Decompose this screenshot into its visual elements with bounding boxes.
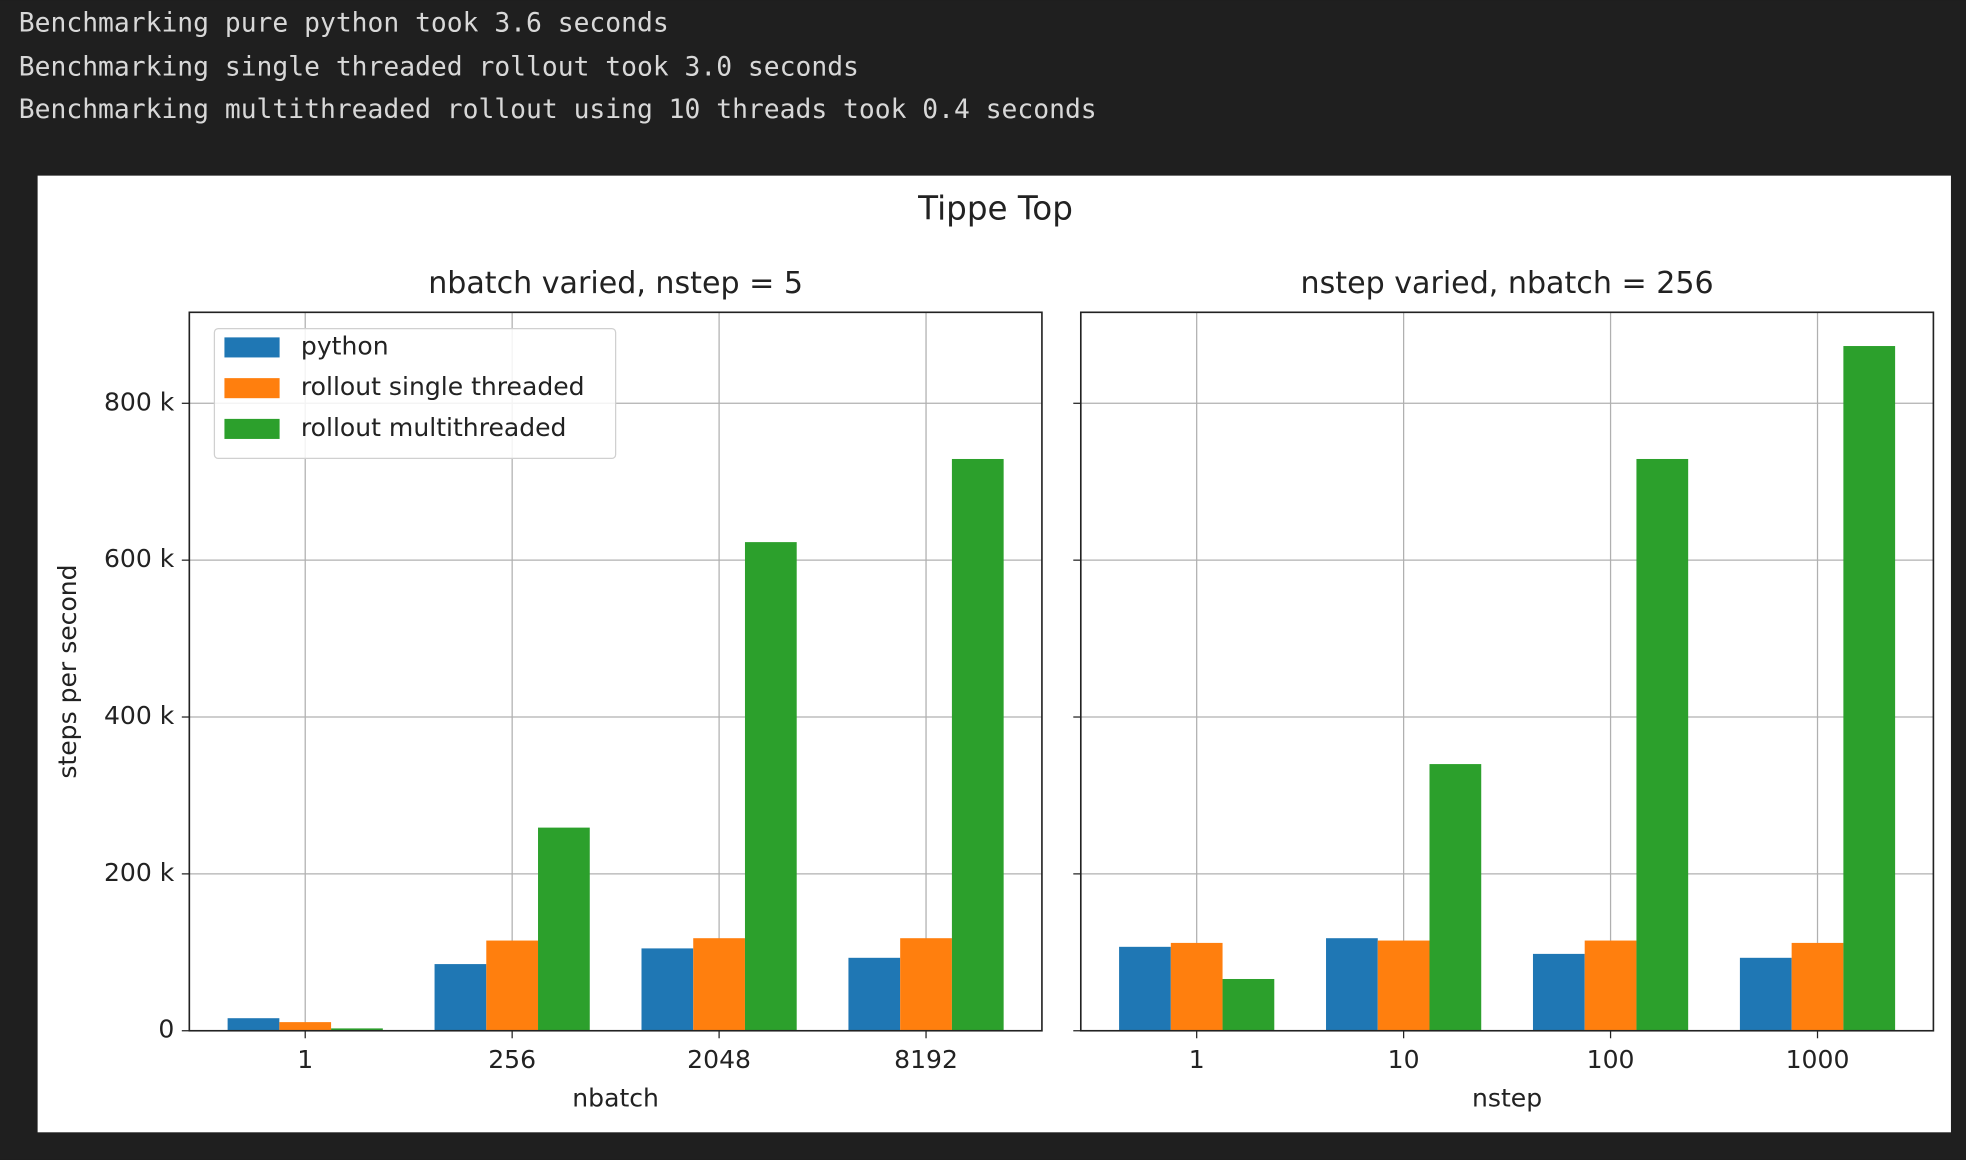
y-tick-label: 400 k bbox=[104, 701, 175, 730]
subplot-title: nstep varied, nbatch = 256 bbox=[1301, 266, 1714, 301]
legend-swatch bbox=[224, 337, 280, 358]
bar bbox=[744, 542, 797, 1031]
x-axis-label: nbatch bbox=[572, 1084, 659, 1113]
axes-frame bbox=[1079, 311, 1935, 1032]
legend-label: rollout multithreaded bbox=[301, 413, 567, 442]
legend-swatch bbox=[224, 418, 280, 439]
x-tick-label: 100 bbox=[1587, 1045, 1635, 1074]
bar bbox=[1584, 940, 1637, 1031]
bar bbox=[1170, 942, 1223, 1031]
bar bbox=[331, 1028, 383, 1031]
bar bbox=[641, 948, 694, 1031]
bar bbox=[951, 458, 1004, 1031]
bar bbox=[1532, 953, 1585, 1031]
bar bbox=[1222, 978, 1275, 1031]
x-tick-label: 256 bbox=[488, 1045, 536, 1074]
legend-box bbox=[213, 327, 617, 460]
bar bbox=[1739, 957, 1792, 1031]
axes-frame bbox=[188, 311, 1043, 1032]
x-axis-label: nstep bbox=[1472, 1084, 1542, 1113]
bar bbox=[486, 940, 539, 1031]
y-tick-label: 800 k bbox=[104, 387, 175, 416]
bar bbox=[693, 938, 745, 1031]
bar bbox=[434, 964, 487, 1031]
y-axis-label: steps per second bbox=[53, 564, 82, 778]
bar bbox=[1843, 346, 1896, 1031]
console-line: Benchmarking single threaded rollout too… bbox=[19, 52, 859, 82]
x-tick-label: 1 bbox=[297, 1045, 313, 1074]
x-tick-label: 10 bbox=[1388, 1045, 1420, 1074]
figure-title: Tippe Top bbox=[917, 190, 1073, 228]
bar bbox=[1326, 938, 1378, 1031]
legend-swatch bbox=[224, 378, 280, 399]
bar bbox=[1429, 764, 1482, 1031]
y-tick-label: 0 bbox=[158, 1015, 174, 1044]
x-tick-label: 2048 bbox=[687, 1045, 751, 1074]
console-line: Benchmarking pure python took 3.6 second… bbox=[19, 8, 669, 38]
x-tick-label: 1 bbox=[1189, 1045, 1205, 1074]
bar bbox=[1377, 940, 1430, 1031]
subplot-title: nbatch varied, nstep = 5 bbox=[428, 266, 803, 301]
legend-label: python bbox=[301, 331, 389, 360]
console-line: Benchmarking multithreaded rollout using… bbox=[19, 95, 1097, 125]
legend-label: rollout single threaded bbox=[301, 372, 585, 401]
bar bbox=[227, 1018, 280, 1031]
y-tick-label: 600 k bbox=[104, 544, 175, 573]
bar bbox=[279, 1022, 332, 1031]
y-tick-label: 200 k bbox=[104, 858, 175, 887]
bar bbox=[538, 827, 590, 1031]
bar bbox=[900, 938, 952, 1031]
bar bbox=[1119, 946, 1171, 1031]
bar bbox=[1636, 458, 1689, 1031]
bar bbox=[1791, 942, 1844, 1031]
x-tick-label: 8192 bbox=[894, 1045, 958, 1074]
bar bbox=[848, 957, 901, 1031]
x-tick-label: 1000 bbox=[1786, 1045, 1850, 1074]
